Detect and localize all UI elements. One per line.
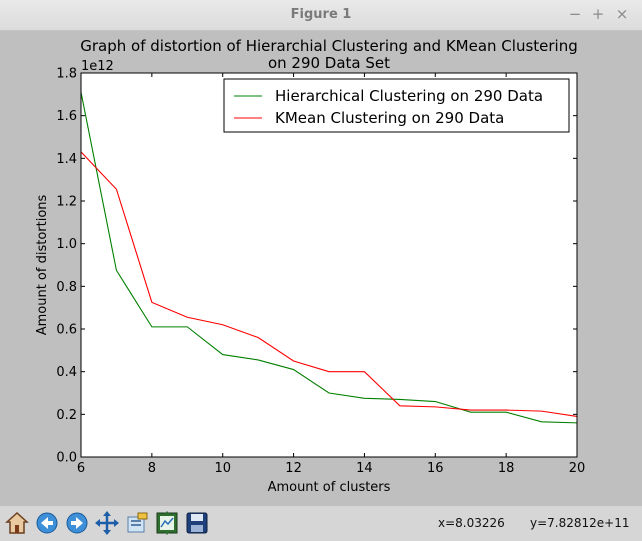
legend-box <box>223 78 570 133</box>
zoom-button[interactable] <box>124 510 150 536</box>
chart-title-line2: on 290 Data Set <box>268 54 390 72</box>
y-offset-label: 1e12 <box>81 59 114 74</box>
y-tick-label: 1.0 <box>56 237 77 252</box>
x-tick-label: 10 <box>214 461 231 476</box>
x-tick-label: 14 <box>356 461 373 476</box>
series-line-hierarchical <box>80 92 578 424</box>
window-title: Figure 1 <box>290 7 352 22</box>
y-tick-label: 1.4 <box>56 152 77 167</box>
x-tick-label: 20 <box>569 461 586 476</box>
figure-canvas[interactable]: Graph of distortion of Hierarchial Clust… <box>0 31 642 506</box>
series-line-kmean <box>80 151 578 418</box>
y-tick-label: 0.0 <box>56 451 77 466</box>
plot-frame <box>80 72 578 458</box>
back-arrow-icon <box>36 512 58 534</box>
back-button[interactable] <box>34 510 60 536</box>
y-tick-label: 1.8 <box>56 67 77 82</box>
x-tick-label: 16 <box>427 461 444 476</box>
x-tick-label: 6 <box>77 461 85 476</box>
y-tick-label: 0.2 <box>56 408 77 423</box>
subplots-button[interactable] <box>154 510 180 536</box>
y-tick-label: 0.4 <box>56 365 77 380</box>
x-tick-label: 8 <box>148 461 156 476</box>
y-tick-label: 1.6 <box>56 109 77 124</box>
minimize-button[interactable]: − <box>568 5 582 23</box>
save-button[interactable] <box>184 510 210 536</box>
y-tick-label: 0.6 <box>56 323 77 338</box>
forward-button[interactable] <box>64 510 90 536</box>
legend: Hierarchical Clustering on 290 Data KMea… <box>223 78 570 133</box>
y-tick-label: 0.8 <box>56 280 77 295</box>
pan-button[interactable] <box>94 510 120 536</box>
legend-label-hierarchical: Hierarchical Clustering on 290 Data <box>275 87 543 105</box>
save-icon <box>186 512 208 534</box>
subplots-config-icon <box>156 511 178 535</box>
home-button[interactable] <box>4 510 30 536</box>
chart-title-line1: Graph of distortion of Hierarchial Clust… <box>80 37 577 55</box>
legend-label-kmean: KMean Clustering on 290 Data <box>275 109 504 127</box>
forward-arrow-icon <box>66 512 88 534</box>
cursor-x-readout: x=8.03226 <box>438 516 505 530</box>
y-tick-label: 1.2 <box>56 195 77 210</box>
chart-svg: Graph of distortion of Hierarchial Clust… <box>35 37 586 495</box>
zoom-rect-icon <box>127 512 148 533</box>
window-titlebar[interactable]: Figure 1 − + × <box>0 0 642 31</box>
pan-icon <box>95 511 119 535</box>
x-tick-label: 12 <box>285 461 302 476</box>
maximize-button[interactable]: + <box>591 5 605 23</box>
navigation-toolbar: x=8.03226 y=7.82812e+11 <box>0 506 642 541</box>
y-axis-label: Amount of distortions <box>35 194 50 335</box>
close-button[interactable]: × <box>615 5 629 23</box>
home-icon <box>5 511 29 534</box>
x-axis-label: Amount of clusters <box>268 480 391 495</box>
x-tick-label: 18 <box>498 461 515 476</box>
cursor-y-readout: y=7.82812e+11 <box>530 516 630 530</box>
